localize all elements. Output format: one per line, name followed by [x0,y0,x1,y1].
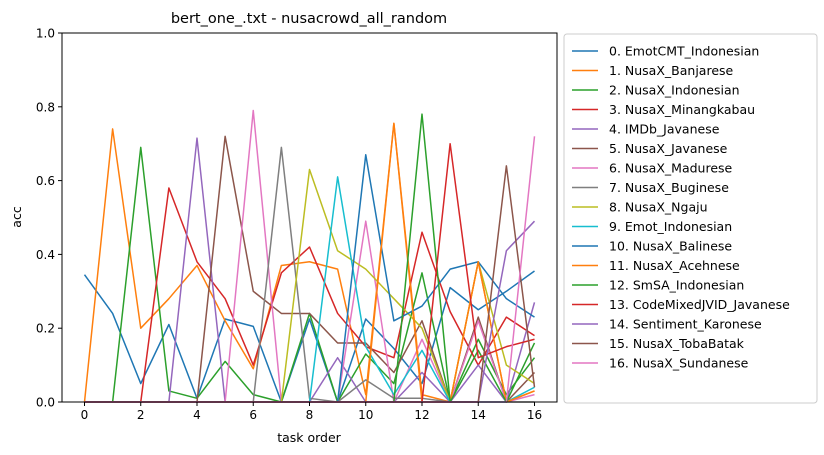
legend-label-1: 1. NusaX_Banjarese [609,63,734,78]
legend-label-7: 7. NusaX_Buginese [609,180,729,195]
legend-label-12: 12. SmSA_Indonesian [609,278,744,293]
legend-label-11: 11. NusaX_Acehnese [609,258,740,273]
plot-lines [83,109,536,403]
y-axis-label: acc [9,206,24,228]
y-axis-ticks: 0.0 0.2 0.4 0.6 0.8 1.0 [36,27,62,410]
y-tick-label: 0.6 [36,174,55,188]
y-tick-label: 0.8 [36,100,55,114]
legend-label-2: 2. NusaX_Indonesian [609,83,740,98]
y-tick-label: 0.4 [36,248,55,262]
legend-label-6: 6. NusaX_Madurese [609,161,733,176]
legend-label-5: 5. NusaX_Javanese [609,141,728,156]
x-axis-label: task order [277,430,341,445]
series-line-3 [84,187,535,403]
legend-label-9: 9. Emot_Indonesian [609,219,732,234]
x-tick-label: 4 [193,408,201,422]
x-tick-label: 2 [137,408,145,422]
series-line-15 [84,165,536,403]
legend: 0. EmotCMT_Indonesian 1. NusaX_Banjarese 2… [563,33,818,404]
y-tick-label: 1.0 [36,27,55,41]
x-tick-label: 10 [358,408,373,422]
chart-title: bert_one_.txt - nusacrowd_all_random [171,11,447,27]
series-line-0 [83,270,535,403]
legend-label-14: 14. Sentiment_Karonese [609,317,762,332]
x-tick-label: 8 [306,408,314,422]
x-tick-label: 6 [249,408,257,422]
legend-label-3: 3. NusaX_Minangkabau [609,102,755,117]
series-line-8 [84,168,535,403]
legend-label-4: 4. IMDb_Javanese [609,122,720,137]
x-tick-label: 16 [527,408,542,422]
x-axis-ticks: 0 2 4 6 8 10 12 14 16 [81,402,542,422]
legend-frame [563,33,818,404]
legend-label-16: 16. NusaX_Sundanese [609,356,749,371]
legend-label-0: 0. EmotCMT_Indonesian [609,44,759,59]
x-tick-label: 12 [414,408,429,422]
x-tick-label: 14 [471,408,486,422]
series-line-9 [84,176,535,403]
x-tick-label: 0 [81,408,89,422]
legend-label-8: 8. NusaX_Ngaju [609,200,708,215]
y-tick-label: 0.2 [36,322,55,336]
legend-label-15: 15. NusaX_TobaBatak [609,336,745,351]
legend-label-13: 13. CodeMixedJVID_Javanese [609,297,790,312]
y-tick-label: 0.0 [36,396,55,410]
legend-label-10: 10. NusaX_Balinese [609,239,732,254]
